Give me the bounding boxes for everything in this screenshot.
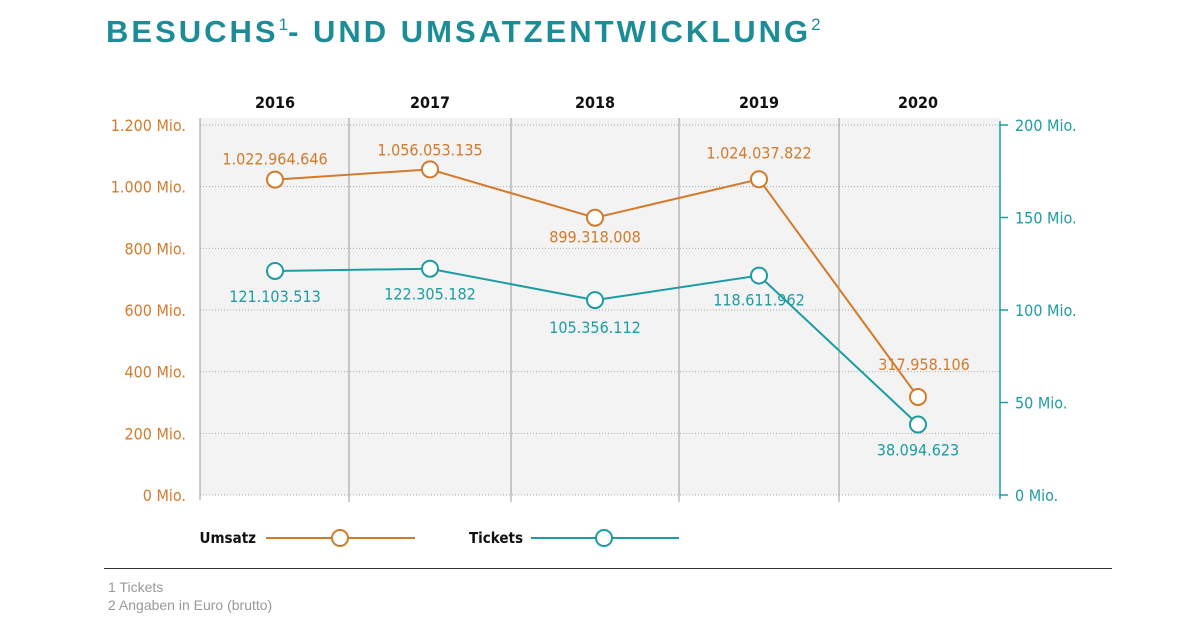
data-point-umsatz [266, 170, 284, 189]
legend-marker-umsatz [331, 529, 349, 547]
data-label-tickets: 121.103.513 [229, 287, 321, 306]
x-axis-category-label: 2016 [255, 93, 295, 112]
chart-title: BESUCHS1- UND UMSATZENTWICKLUNG2 [106, 14, 821, 49]
data-point-umsatz [750, 170, 768, 189]
data-point-tickets [421, 259, 439, 278]
footnote-2: 2 Angaben in Euro (brutto) [108, 597, 273, 613]
data-label-umsatz: 1.022.964.646 [222, 150, 327, 169]
legend-label-umsatz: Umsatz [200, 529, 257, 547]
left-axis-tick-label: 1.000 Mio. [111, 178, 186, 197]
left-axis-tick-label: 0 Mio. [143, 486, 186, 505]
footnote-1: 1 Tickets [108, 579, 164, 595]
right-axis-tick-label: 100 Mio. [1015, 301, 1077, 320]
data-point-umsatz [909, 387, 927, 406]
data-label-umsatz: 899.318.008 [549, 228, 641, 247]
left-axis-tick-label: 800 Mio. [124, 239, 186, 258]
data-point-umsatz [586, 208, 604, 227]
footnote-divider [104, 568, 1112, 569]
x-axis-category-label: 2018 [575, 93, 615, 112]
left-axis-tick-label: 200 Mio. [124, 424, 186, 443]
data-point-tickets [909, 415, 927, 434]
data-label-tickets: 105.356.112 [549, 318, 641, 337]
legend-marker-tickets [595, 529, 613, 547]
left-axis-tick-label: 400 Mio. [124, 363, 186, 382]
data-point-tickets [586, 291, 604, 310]
x-axis-category-label: 2017 [410, 93, 450, 112]
right-axis-tick-label: 50 Mio. [1015, 394, 1067, 413]
data-label-tickets: 122.305.182 [384, 285, 476, 304]
legend-label-tickets: Tickets [469, 529, 523, 547]
data-point-tickets [266, 261, 284, 280]
data-label-umsatz: 317.958.106 [878, 355, 970, 374]
right-axis-tick-label: 200 Mio. [1015, 116, 1077, 135]
data-point-tickets [750, 266, 768, 285]
data-point-umsatz [421, 160, 439, 179]
data-label-umsatz: 1.056.053.135 [377, 140, 482, 159]
right-axis-tick-label: 0 Mio. [1015, 486, 1058, 505]
data-label-umsatz: 1.024.037.822 [706, 143, 811, 162]
x-axis-category-label: 2020 [898, 93, 938, 112]
data-label-tickets: 38.094.623 [877, 441, 959, 460]
left-axis-tick-label: 600 Mio. [124, 301, 186, 320]
right-axis-tick-label: 150 Mio. [1015, 209, 1077, 228]
data-label-tickets: 118.611.962 [713, 291, 805, 310]
x-axis-category-label: 2019 [739, 93, 779, 112]
left-axis-tick-label: 1.200 Mio. [111, 116, 186, 135]
